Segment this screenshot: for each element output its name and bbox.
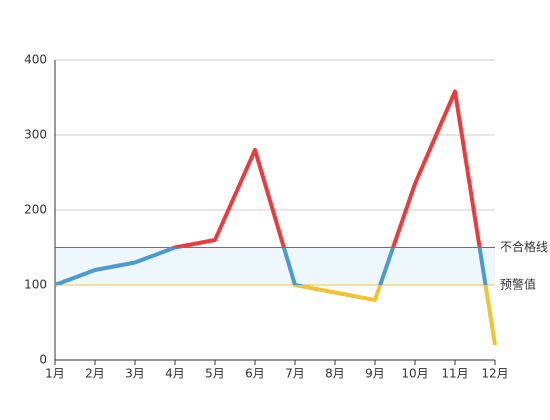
y-tick-label: 100 xyxy=(24,278,47,292)
x-tick-label: 6月 xyxy=(245,367,265,381)
x-tick-label: 8月 xyxy=(325,367,345,381)
data-line xyxy=(54,89,497,346)
x-tick-label: 1月 xyxy=(45,367,65,381)
x-tick-label: 2月 xyxy=(85,367,105,381)
x-tick-label: 7月 xyxy=(285,367,305,381)
x-tick-label: 12月 xyxy=(481,367,508,381)
x-tick-label: 5月 xyxy=(205,367,225,381)
y-tick-label: 0 xyxy=(39,353,47,367)
y-tick-label: 300 xyxy=(24,128,47,142)
x-tick-label: 4月 xyxy=(165,367,185,381)
x-tick-label: 9月 xyxy=(365,367,385,381)
mark-line-label: 不合格线 xyxy=(500,239,548,254)
x-tick-label: 10月 xyxy=(401,367,428,381)
x-tick-label: 11月 xyxy=(441,367,468,381)
mark-area xyxy=(55,247,495,285)
y-tick-label: 200 xyxy=(24,203,47,217)
mark-line-label: 预警值 xyxy=(500,277,536,292)
y-tick-label: 400 xyxy=(24,53,47,67)
x-tick-label: 3月 xyxy=(125,367,145,381)
